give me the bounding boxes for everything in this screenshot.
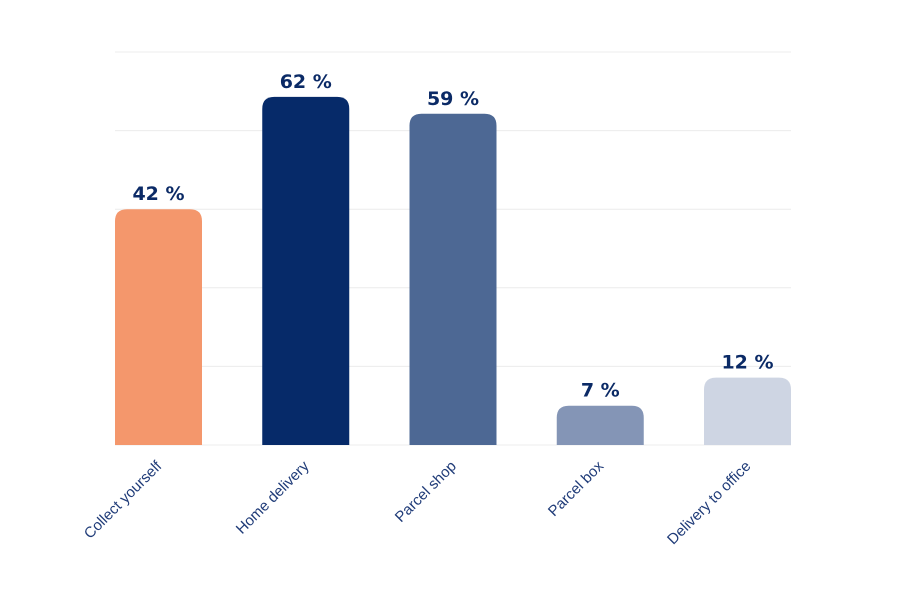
- category-label: Delivery to office: [664, 458, 754, 548]
- bar-parcel-shop: [409, 113, 497, 445]
- category-label: Parcel box: [545, 457, 607, 519]
- value-label: 12 %: [721, 352, 773, 374]
- bar-delivery-to-office: [704, 377, 791, 445]
- bar-home-delivery: [262, 96, 350, 446]
- value-label: 7 %: [581, 380, 620, 402]
- category-labels: Collect yourself Home delivery Parcel shop…: [81, 457, 755, 548]
- bar-parcel-box: [556, 405, 644, 445]
- category-label: Home delivery: [233, 457, 313, 537]
- category-label: Parcel shop: [392, 458, 460, 526]
- bar-collect-yourself: [115, 209, 202, 445]
- category-label: Collect yourself: [81, 457, 166, 542]
- value-labels: 42 % 62 % 59 % 7 % 12 %: [132, 71, 773, 402]
- value-label: 59 %: [427, 88, 479, 110]
- value-label: 42 %: [132, 183, 184, 205]
- value-label: 62 %: [280, 71, 332, 93]
- bars: [115, 96, 791, 446]
